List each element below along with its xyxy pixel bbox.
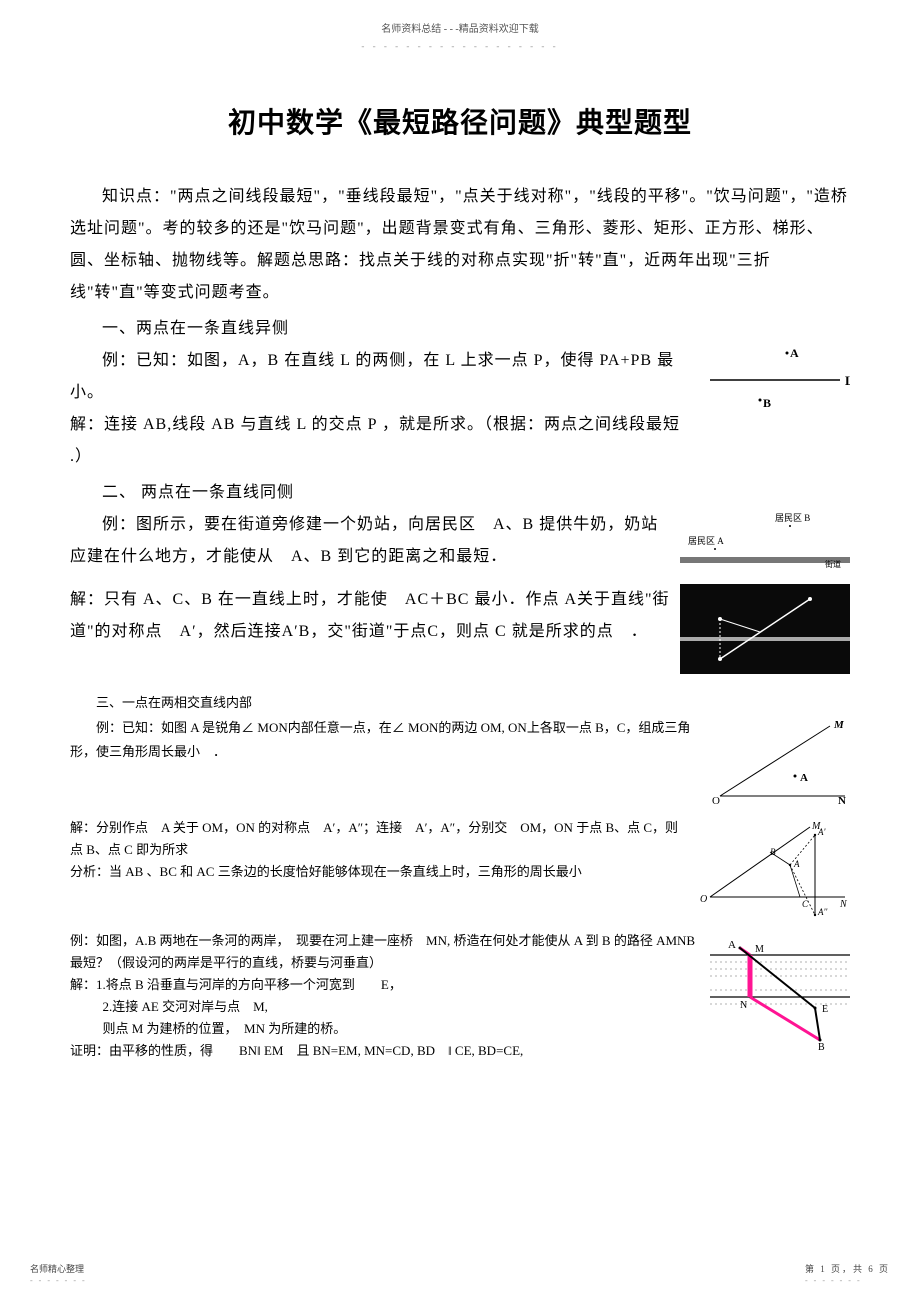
point-m-label: M bbox=[833, 719, 845, 731]
street-label: 街道 bbox=[825, 559, 841, 569]
point-a-label: A bbox=[790, 346, 799, 360]
footer-dots-left: - - - - - - - bbox=[30, 1276, 87, 1285]
point-b-label: B bbox=[763, 396, 771, 410]
section4-sol3: 则点 M 为建桥的位置， MN 为所建的桥。 bbox=[70, 1018, 700, 1040]
page-title: 初中数学《最短路径问题》典型题型 bbox=[70, 101, 850, 141]
section3-row1: 例：已知：如图 A 是锐角∠ MON内部任意一点，在∠ MON的两边 OM, O… bbox=[70, 716, 850, 811]
header-dots: - - - - - - - - - - - - - - - - - - bbox=[70, 41, 850, 51]
point-n-label: N bbox=[838, 795, 846, 806]
m-label-bridge: M bbox=[755, 944, 764, 955]
section4-sol1: 解：1.将点 B 沿垂直与河岸的方向平移一个河宽到 E， bbox=[70, 974, 700, 996]
aprime-label: A' bbox=[817, 827, 826, 837]
section1-row: 例：已知：如图，A，B 在直线 L 的两侧，在 L 上求一点 P，使得 PA+P… bbox=[70, 345, 850, 473]
section3-row2: 解：分别作点 A 关于 OM，ON 的对称点 A′，A″；连接 A′，A″，分别… bbox=[70, 817, 850, 922]
residential-b-label: 居民区 B bbox=[775, 513, 810, 523]
section4-example: 例：如图，A.B 两地在一条河的两岸， 现要在河上建一座桥 MN, 桥造在何处才… bbox=[70, 930, 700, 974]
section3-heading: 三、一点在两相交直线内部 bbox=[70, 691, 850, 716]
n-label-bridge: N bbox=[740, 1000, 747, 1011]
footer-dots-right: - - - - - - - bbox=[805, 1276, 862, 1285]
a-label: A bbox=[793, 859, 800, 869]
n-label: N bbox=[839, 899, 848, 910]
section3-figure1: O M N A bbox=[710, 716, 850, 811]
section1-solution: 解：连接 AB,线段 AB 与直线 L 的交点 P ，就是所求。（根据：两点之间… bbox=[70, 409, 680, 473]
a-label-bridge: A bbox=[728, 939, 736, 951]
section1-heading: 一、两点在一条直线异侧 bbox=[70, 313, 850, 345]
section2-heading: 二、 两点在一条直线同侧 bbox=[70, 477, 850, 509]
adprime-label: A'' bbox=[817, 907, 828, 917]
section3-figure2: O M N A A' A'' B C bbox=[700, 817, 850, 922]
footer-left: 名师精心整理 - - - - - - - bbox=[30, 1262, 87, 1285]
section3-analysis: 分析：当 AB 、BC 和 AC 三条边的长度恰好能够体现在一条直线上时，三角形… bbox=[70, 861, 690, 883]
section2-row2: 解：只有 A、C、B 在一直线上时，才能使 AC＋BC 最小．作点 A关于直线"… bbox=[70, 584, 850, 679]
section4-proof: 证明：由平移的性质，得 BN‖ EM 且 BN=EM, MN=CD, BD ‖ … bbox=[70, 1040, 700, 1062]
o-label: O bbox=[700, 894, 707, 905]
section1-figure: A L B bbox=[690, 345, 850, 420]
b-label-bridge: B bbox=[818, 1042, 825, 1050]
e-label-bridge: E bbox=[822, 1004, 828, 1015]
section3-example: 例：已知：如图 A 是锐角∠ MON内部任意一点，在∠ MON的两边 OM, O… bbox=[70, 716, 700, 765]
section4-figure: A M N E B bbox=[710, 930, 850, 1055]
header-line: 名师资料总结 - - -精品资料欢迎下载 bbox=[70, 20, 850, 35]
page: 名师资料总结 - - -精品资料欢迎下载 - - - - - - - - - -… bbox=[0, 0, 920, 1303]
section1-example: 例：已知：如图，A，B 在直线 L 的两侧，在 L 上求一点 P，使得 PA+P… bbox=[70, 345, 680, 409]
section4-sol2: 2.连接 AE 交河对岸与点 M, bbox=[70, 996, 700, 1018]
line-l-label: L bbox=[845, 373, 850, 388]
section2-figure2 bbox=[680, 584, 850, 679]
footer-right: 第 1 页，共 6 页 - - - - - - - bbox=[805, 1262, 890, 1285]
section3-solution: 解：分别作点 A 关于 OM，ON 的对称点 A′，A″；连接 A′，A″，分别… bbox=[70, 817, 690, 861]
point-o-label: O bbox=[712, 795, 720, 806]
residential-a-label: 居民区 A bbox=[688, 536, 724, 546]
section4-row: 例：如图，A.B 两地在一条河的两岸， 现要在河上建一座桥 MN, 桥造在何处才… bbox=[70, 930, 850, 1063]
section2-figure1: 居民区 B 居民区 A 街道 bbox=[680, 509, 850, 574]
section2-example: 例：图所示，要在街道旁修建一个奶站，向居民区 A、B 提供牛奶，奶站应建在什么地… bbox=[70, 509, 670, 573]
section2-row1: 例：图所示，要在街道旁修建一个奶站，向居民区 A、B 提供牛奶，奶站应建在什么地… bbox=[70, 509, 850, 574]
c-label: C bbox=[802, 899, 809, 909]
section2-solution: 解：只有 A、C、B 在一直线上时，才能使 AC＋BC 最小．作点 A关于直线"… bbox=[70, 584, 670, 648]
intro-paragraph: 知识点："两点之间线段最短"，"垂线段最短"，"点关于线对称"，"线段的平移"。… bbox=[70, 181, 850, 309]
point-a-label-2: A bbox=[800, 772, 808, 784]
